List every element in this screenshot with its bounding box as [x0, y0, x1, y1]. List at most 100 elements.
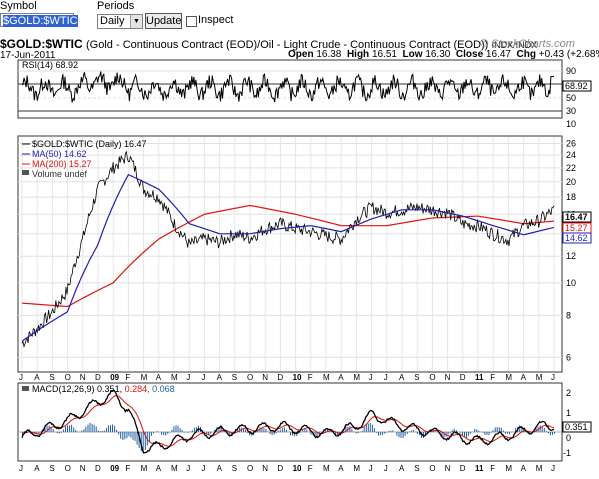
histogram-bar	[247, 431, 249, 433]
histogram-bar	[95, 426, 97, 432]
close-value: 16.47	[485, 49, 511, 60]
histogram-bar	[494, 427, 496, 432]
x-axis-label: A	[156, 373, 162, 382]
x-axis-label: O	[429, 464, 435, 473]
histogram-bar	[208, 431, 210, 436]
price-tick: 8	[566, 310, 571, 320]
histogram-bar	[167, 431, 169, 435]
inspect-checkbox[interactable]	[186, 16, 197, 27]
histogram-bar	[81, 430, 83, 432]
x-axis-label: M	[353, 373, 360, 382]
histogram-bar	[279, 429, 281, 432]
histogram-bar	[380, 431, 382, 436]
histogram-bar	[435, 429, 437, 432]
update-button[interactable]: Update	[145, 13, 182, 29]
histogram-bar	[478, 430, 480, 432]
x-axis-label: A	[156, 464, 162, 473]
histogram-bar	[283, 427, 285, 432]
x-axis-label: M	[171, 464, 178, 473]
price-tag: 16.47	[565, 212, 588, 222]
ma50-tag: 14.62	[565, 233, 588, 243]
x-axis-label: O	[247, 373, 253, 382]
histogram-bar	[134, 431, 136, 441]
x-axis-label: D	[277, 464, 283, 473]
histogram-bar	[419, 431, 420, 436]
histogram-bar	[464, 431, 465, 437]
histogram-bar	[398, 431, 400, 438]
histogram-bar	[28, 430, 30, 432]
chart-description: (Gold - Continuous Contract (EOD)/Oil - …	[86, 39, 489, 51]
histogram-bar	[228, 431, 230, 436]
period-select-value: Daily	[100, 15, 125, 27]
x-axis-label: A	[338, 373, 344, 382]
x-axis-label: M	[171, 373, 178, 382]
histogram-bar	[371, 424, 373, 432]
histogram-bar	[451, 430, 453, 432]
histogram-bar	[488, 431, 490, 436]
histogram-bar	[554, 431, 555, 434]
x-axis-label: A	[399, 464, 405, 473]
x-axis-label: J	[19, 464, 23, 473]
x-axis-label: S	[414, 464, 419, 473]
price-tick: 26	[566, 139, 576, 149]
histogram-bar	[67, 425, 68, 432]
histogram-bar	[150, 431, 152, 436]
x-axis-label: 10	[293, 464, 302, 473]
histogram-bar	[110, 425, 111, 432]
symbol-input[interactable]: $GOLD:$WTIC	[0, 13, 78, 27]
price-tick: 20	[566, 177, 576, 187]
histogram-bar	[396, 431, 398, 436]
chevron-down-icon[interactable]: ▼	[130, 15, 142, 28]
histogram-bar	[476, 429, 478, 432]
histogram-bar	[453, 428, 455, 432]
histogram-bar	[273, 431, 275, 435]
macd-tick: 2	[566, 388, 571, 398]
histogram-bar	[502, 430, 504, 432]
histogram-bar	[173, 426, 175, 432]
histogram-bar	[376, 431, 377, 433]
x-axis-label: M	[536, 464, 543, 473]
histogram-bar	[365, 424, 367, 432]
histogram-bar	[189, 431, 191, 432]
histogram-bar	[382, 431, 384, 435]
periods-label: Periods	[97, 0, 135, 12]
price-tick: 10	[566, 278, 576, 288]
histogram-bar	[447, 431, 449, 435]
x-axis-label: F	[308, 373, 313, 382]
x-axis-label: F	[308, 464, 313, 473]
price-tick: 18	[566, 192, 576, 202]
histogram-bar	[144, 431, 146, 450]
chg-label: Chg	[516, 49, 536, 60]
ma50-tag-box	[562, 232, 592, 244]
chart-date: 17-Jun-2011	[0, 50, 56, 61]
price-gridlines	[18, 143, 562, 358]
histogram-bar	[316, 431, 318, 437]
histogram-bar	[101, 431, 103, 432]
histogram-bar	[218, 427, 220, 432]
close-label: Close	[455, 49, 484, 60]
histogram-bar	[549, 431, 551, 436]
macd-legend-v1: 0.351,	[97, 384, 122, 394]
low-label: Low	[402, 49, 423, 60]
histogram-bar	[193, 427, 195, 432]
x-axis-label: J	[201, 373, 205, 382]
x-axis-label: A	[34, 373, 40, 382]
histogram-bar	[337, 431, 339, 436]
period-select[interactable]: Daily ▼	[97, 14, 143, 29]
ma200-tag: 15.27	[565, 223, 588, 233]
histogram-bar	[126, 431, 128, 439]
histogram-bar	[304, 428, 306, 432]
histogram-bar	[443, 431, 445, 438]
histogram-bar	[310, 431, 312, 435]
rsi-tick: 10	[566, 119, 576, 129]
histogram-bar	[335, 431, 337, 435]
x-axis-label: M	[505, 373, 512, 382]
histogram-bar	[535, 428, 537, 432]
x-axis-label: A	[399, 373, 405, 382]
histogram-bar	[153, 431, 154, 434]
histogram-bar	[292, 431, 294, 436]
macd-tick: -1	[563, 448, 571, 458]
histogram-bar	[459, 431, 461, 433]
chart-symbol: $GOLD:$WTIC	[0, 37, 83, 51]
